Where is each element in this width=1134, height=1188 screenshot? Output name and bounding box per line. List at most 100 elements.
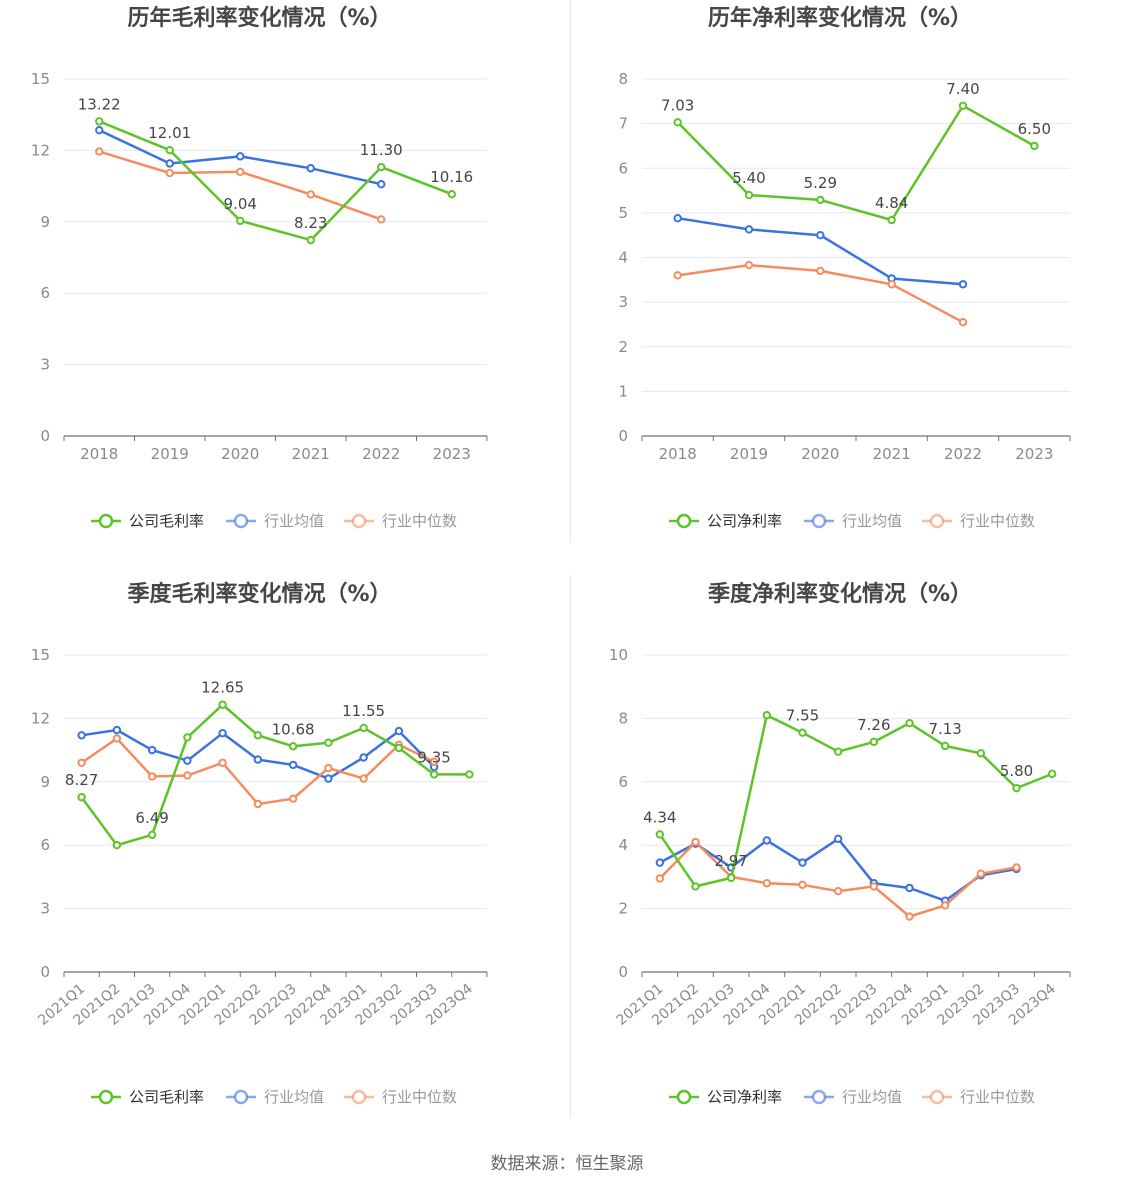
y-tick-label: 0	[618, 963, 628, 981]
data-point	[253, 731, 263, 740]
data-label: 13.22	[78, 95, 121, 113]
y-tick-label: 9	[40, 213, 50, 231]
data-label: 2.97	[714, 852, 747, 870]
data-point	[798, 858, 807, 867]
data-point	[887, 215, 896, 225]
series-line	[80, 737, 435, 806]
legend-label: 行业中位数	[382, 1088, 457, 1106]
data-point	[218, 758, 227, 767]
data-label: 8.23	[294, 214, 327, 232]
data-label: 12.65	[201, 679, 244, 697]
y-tick-label: 3	[40, 356, 50, 374]
data-point	[655, 874, 665, 883]
x-tick-label: 2019	[151, 445, 189, 463]
data-point	[691, 882, 700, 891]
data-point	[429, 770, 439, 779]
data-point	[218, 700, 227, 709]
x-tick-label: 2022	[944, 445, 982, 463]
data-point	[655, 830, 665, 839]
y-tick-label: 2	[618, 900, 628, 918]
data-point	[976, 749, 986, 758]
y-tick-label: 6	[40, 836, 50, 854]
y-tick-label: 8	[618, 70, 628, 88]
data-point	[112, 841, 122, 850]
vertical-divider-top	[570, 0, 571, 543]
data-point	[726, 873, 736, 883]
y-tick-label: 0	[618, 427, 628, 445]
data-point	[429, 757, 439, 766]
legend-marker	[233, 513, 249, 529]
legend-label: 行业中位数	[960, 512, 1035, 530]
chart-title: 季度净利率变化情况（%）	[708, 581, 972, 607]
x-tick-label: 2018	[80, 445, 118, 463]
data-point	[1030, 141, 1039, 151]
x-tick-label: 2020	[221, 445, 259, 463]
data-point	[77, 758, 86, 767]
data-label: 5.80	[1000, 762, 1033, 780]
data-label: 7.55	[786, 707, 819, 725]
data-label: 5.29	[804, 174, 837, 192]
data-point	[673, 118, 682, 127]
data-point	[147, 772, 157, 781]
series-line	[98, 120, 453, 242]
data-point	[359, 723, 368, 733]
legend-marker	[351, 513, 367, 529]
legend-label: 行业中位数	[960, 1088, 1035, 1106]
data-point	[236, 167, 245, 177]
data-point	[816, 266, 825, 276]
data-point	[762, 711, 772, 720]
y-tick-label: 12	[31, 141, 50, 159]
data-point	[377, 215, 386, 224]
data-point	[112, 725, 122, 735]
data-point	[324, 774, 333, 783]
data-point	[691, 837, 700, 847]
data-point	[673, 271, 682, 280]
data-point	[905, 912, 914, 921]
data-point	[673, 214, 682, 223]
chart-title: 历年净利率变化情况（%）	[708, 5, 972, 31]
data-point	[744, 225, 754, 234]
data-point	[744, 190, 754, 200]
series-line	[676, 104, 1035, 222]
data-label: 7.40	[946, 80, 979, 98]
data-point	[869, 737, 879, 747]
data-point	[306, 190, 315, 199]
y-tick-label: 8	[618, 709, 628, 727]
data-point	[218, 728, 227, 738]
data-point	[905, 718, 914, 728]
legend-marker	[811, 1089, 827, 1105]
data-point	[288, 760, 298, 770]
data-point	[394, 726, 404, 736]
legend-label: 公司毛利率	[129, 512, 204, 530]
data-point	[816, 195, 825, 205]
data-label: 6.50	[1018, 120, 1051, 138]
data-point	[1012, 863, 1021, 872]
data-point	[359, 774, 368, 783]
data-point	[447, 189, 456, 199]
y-tick-label: 9	[40, 773, 50, 791]
data-point	[236, 152, 245, 161]
legend-marker	[929, 1089, 945, 1105]
data-point	[324, 763, 333, 773]
x-tick-label: 2023	[433, 445, 471, 463]
data-label: 11.55	[342, 702, 385, 720]
legend-label: 行业均值	[264, 512, 324, 530]
y-tick-label: 0	[40, 963, 50, 981]
data-point	[762, 836, 772, 845]
data-point	[236, 216, 245, 226]
y-tick-label: 0	[40, 427, 50, 445]
data-point	[958, 101, 968, 110]
legend-label: 公司净利率	[707, 512, 782, 530]
y-tick-label: 10	[609, 646, 628, 664]
data-label: 8.27	[65, 771, 98, 789]
data-point	[112, 734, 122, 743]
data-point	[905, 883, 914, 893]
data-label: 7.26	[857, 716, 890, 734]
data-point	[253, 755, 263, 764]
legend-marker	[98, 1089, 114, 1105]
x-tick-label: 2021	[292, 445, 330, 463]
legend-label: 公司净利率	[707, 1088, 782, 1106]
data-point	[1047, 769, 1057, 779]
data-point	[394, 743, 404, 753]
data-point	[869, 882, 879, 891]
